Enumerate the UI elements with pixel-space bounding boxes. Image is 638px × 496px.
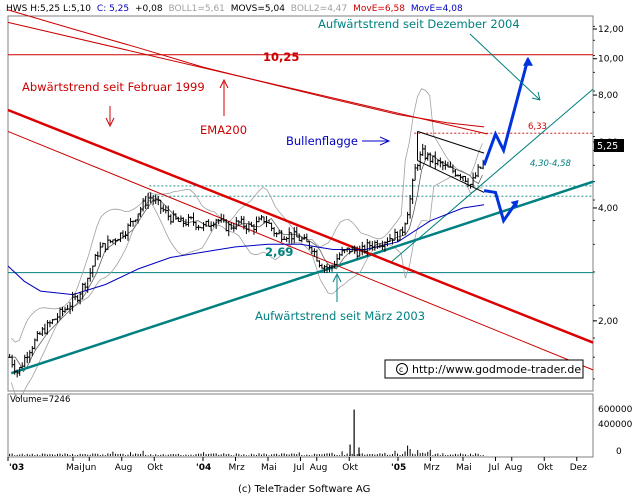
projection-down-path xyxy=(483,189,518,225)
bollinger-bands xyxy=(10,88,483,400)
header-readout: HWS H:5,25 L:5,10 C: 5,25 +0,08 BOLL1=5,… xyxy=(6,4,463,14)
arrow-ema200 xyxy=(219,78,229,116)
price-axis-label-2,00: 2,00 xyxy=(598,317,618,327)
header-movs: MOVS=5,04 xyxy=(231,4,285,14)
flag-lower-line xyxy=(417,160,485,193)
header-change: +0,08 xyxy=(135,4,163,14)
zone-label-430-458: 4,30-4,58 xyxy=(530,159,572,169)
trendline-0 xyxy=(10,180,594,375)
volume-plot-frame xyxy=(7,393,594,458)
time-axis-label-12: Mrz xyxy=(424,463,440,473)
time-axis-label-6: Mrz xyxy=(229,463,245,473)
copyright-icon-letter: c xyxy=(399,365,403,374)
annotation-up-mar2003: Aufwärtstrend seit März 2003 xyxy=(255,309,425,323)
website-box xyxy=(384,359,584,379)
volume-tick-400000: 400000 xyxy=(598,420,633,430)
trendline-3 xyxy=(7,130,594,371)
time-axis-label-0: '03 xyxy=(9,463,24,473)
arrow-bullenflagge xyxy=(362,136,391,146)
time-axis-label-10: Okt xyxy=(342,463,358,473)
arrow-down-feb1999 xyxy=(105,106,115,128)
time-axis-label-17: Dez xyxy=(570,463,587,473)
level-label-269: 2,69 xyxy=(265,245,293,259)
annotation-bullenflagge: Bullenflagge xyxy=(286,134,358,148)
annotation-ema200: EMA200 xyxy=(200,123,247,137)
volume-tick-600000: 600000 xyxy=(598,405,633,415)
flag-upper-line xyxy=(417,130,485,154)
projection-up-path xyxy=(482,58,530,166)
bollinger-upper xyxy=(11,88,483,343)
moving-average-short xyxy=(11,153,483,373)
trendline-2 xyxy=(7,108,594,344)
annotation-down-feb1999: Abwärtstrend seit Februar 1999 xyxy=(22,80,205,94)
time-axis-label-13: Mai xyxy=(456,463,472,473)
website-link[interactable]: http://www.godmode-trader.de xyxy=(412,363,581,376)
header-close: C: 5,25 xyxy=(97,4,129,14)
volume-bars xyxy=(9,409,484,456)
annotation-up-dec2004: Aufwärtstrend seit Dezember 2004 xyxy=(318,17,520,31)
price-axis-label-10,00: 10,00 xyxy=(598,55,624,65)
header-move-blue: MovE=4,08 xyxy=(411,4,463,14)
time-axis: '03 Mai Jun Aug Okt '04 Mrz Mai Jul Aug Okt '05 Mrz M… xyxy=(7,457,587,473)
header-boll1: BOLL1=5,61 xyxy=(168,4,224,14)
trendline-1 xyxy=(389,88,594,264)
price-axis-label-12,00: 12,00 xyxy=(598,25,624,35)
level-label-1025: 10,25 xyxy=(263,50,299,64)
bollinger-lower xyxy=(10,175,483,400)
time-axis-label-4: Okt xyxy=(147,463,163,473)
bull-flag xyxy=(417,130,485,193)
header-symbol: HWS H:5,25 L:5,10 xyxy=(6,4,91,14)
main-plot-frame xyxy=(7,15,594,392)
time-axis-label-14: Jul xyxy=(488,463,500,473)
copyright-icon xyxy=(396,363,408,375)
time-axis-label-8: Jul xyxy=(293,463,305,473)
header-boll2: BOLL2=4,47 xyxy=(291,4,347,14)
time-axis-label-16: Okt xyxy=(537,463,553,473)
arrowhead-up-dec2004 xyxy=(531,91,541,101)
time-axis-label-2: Jun xyxy=(81,463,96,473)
price-axis-label-8,00: 8,00 xyxy=(598,91,618,101)
moving-averages xyxy=(7,9,485,296)
header-move-red: MovE=6,58 xyxy=(353,4,405,14)
projection-up-arrowhead xyxy=(523,56,533,66)
time-axis-label-3: Aug xyxy=(115,463,133,473)
time-axis-label-15: Aug xyxy=(505,463,523,473)
footer-copyright: (c) TeleTrader Software AG xyxy=(238,484,370,495)
time-axis-label-11: '05 xyxy=(391,463,406,473)
level-label-633: 6,33 xyxy=(528,122,547,132)
ema200-red-line xyxy=(7,9,485,128)
arrow-up-dec2004 xyxy=(469,33,541,101)
arrow-up-mar2003 xyxy=(332,272,342,302)
projection-down-arrowhead xyxy=(510,199,519,208)
price-bars xyxy=(8,143,485,378)
time-axis-label-1: Mai xyxy=(66,463,82,473)
time-axis-label-7: Mai xyxy=(261,463,277,473)
time-axis-label-5: '04 xyxy=(196,463,211,473)
projections xyxy=(482,56,533,225)
time-axis-label-9: Aug xyxy=(310,463,328,473)
volume-label: Volume=7246 xyxy=(10,395,70,405)
current-price-badge xyxy=(594,139,624,152)
volume-tick-0: 0 xyxy=(616,447,622,457)
current-price-label: 5,25 xyxy=(597,141,618,152)
price-axis-label-4,00: 4,00 xyxy=(598,204,618,214)
ema-blue-line xyxy=(7,204,485,296)
